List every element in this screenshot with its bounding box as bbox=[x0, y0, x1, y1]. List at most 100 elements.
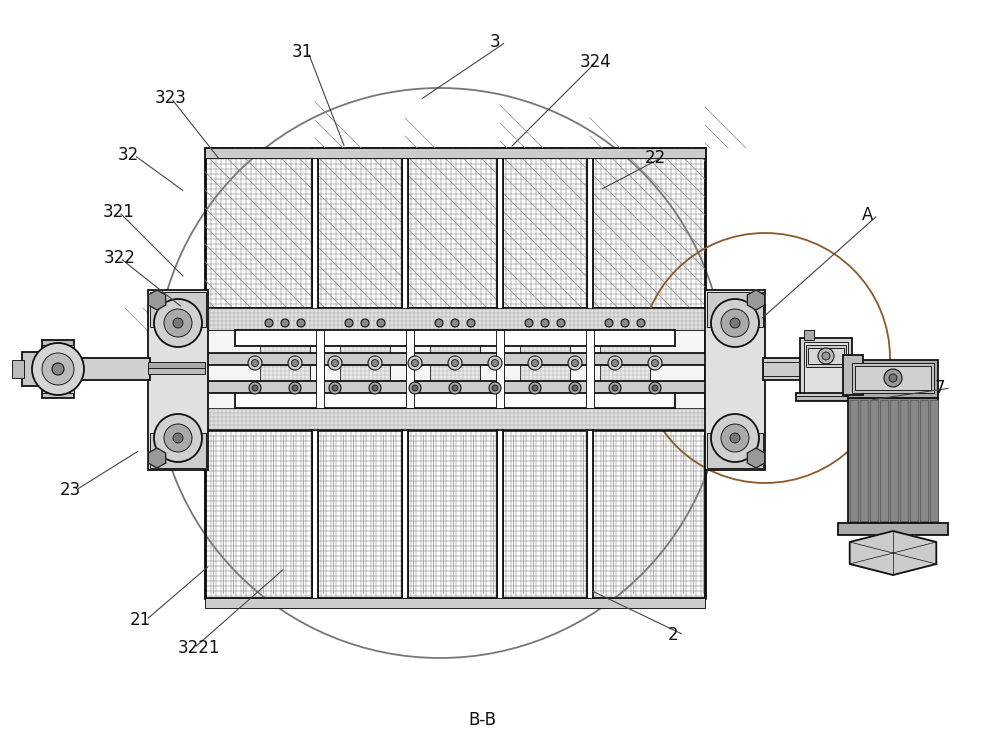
Bar bbox=[235, 330, 675, 346]
Polygon shape bbox=[148, 448, 166, 468]
Circle shape bbox=[568, 356, 582, 370]
Circle shape bbox=[252, 385, 258, 391]
Bar bbox=[587, 148, 593, 308]
Circle shape bbox=[377, 319, 385, 327]
Text: 32: 32 bbox=[118, 146, 139, 164]
Circle shape bbox=[173, 433, 183, 443]
Circle shape bbox=[652, 360, 658, 366]
Circle shape bbox=[154, 414, 202, 462]
Bar bbox=[312, 148, 318, 308]
Bar bbox=[890, 400, 898, 521]
Bar bbox=[843, 355, 863, 395]
Bar bbox=[870, 400, 878, 521]
Circle shape bbox=[297, 319, 305, 327]
Text: 2: 2 bbox=[668, 626, 679, 644]
Bar bbox=[707, 292, 763, 327]
Text: 23: 23 bbox=[60, 481, 81, 499]
Circle shape bbox=[612, 385, 618, 391]
Bar bbox=[205, 148, 705, 598]
Circle shape bbox=[252, 360, 258, 366]
Bar bbox=[848, 360, 938, 398]
Bar bbox=[920, 400, 928, 521]
Circle shape bbox=[528, 356, 542, 370]
Bar bbox=[312, 430, 318, 598]
Bar bbox=[808, 348, 844, 364]
Circle shape bbox=[249, 382, 261, 394]
Circle shape bbox=[451, 319, 459, 327]
Bar bbox=[42, 340, 74, 398]
Circle shape bbox=[173, 318, 183, 328]
Circle shape bbox=[492, 385, 498, 391]
Bar bbox=[796, 393, 906, 401]
Circle shape bbox=[649, 382, 661, 394]
Bar bbox=[796, 396, 906, 400]
Circle shape bbox=[648, 356, 662, 370]
Circle shape bbox=[164, 309, 192, 337]
Circle shape bbox=[730, 318, 740, 328]
Bar bbox=[430, 330, 480, 382]
Bar bbox=[586, 330, 594, 408]
Bar bbox=[235, 392, 675, 408]
Circle shape bbox=[608, 356, 622, 370]
Text: A: A bbox=[862, 206, 873, 224]
Circle shape bbox=[452, 360, 458, 366]
Text: 3: 3 bbox=[490, 33, 501, 51]
Bar bbox=[763, 362, 803, 376]
Text: 31: 31 bbox=[292, 43, 313, 61]
Bar bbox=[205, 148, 705, 158]
Text: 321: 321 bbox=[103, 203, 135, 221]
Bar bbox=[402, 430, 408, 598]
Circle shape bbox=[52, 363, 64, 375]
Bar bbox=[900, 400, 908, 521]
Polygon shape bbox=[850, 531, 936, 575]
Circle shape bbox=[368, 356, 382, 370]
Bar bbox=[930, 400, 938, 521]
Circle shape bbox=[721, 424, 749, 452]
Bar bbox=[205, 430, 705, 598]
Bar bbox=[70, 358, 150, 380]
Bar bbox=[838, 523, 948, 535]
Bar bbox=[800, 338, 852, 398]
Circle shape bbox=[721, 309, 749, 337]
Bar bbox=[855, 366, 931, 390]
Bar bbox=[205, 148, 705, 308]
Circle shape bbox=[884, 369, 902, 387]
Circle shape bbox=[289, 382, 301, 394]
Circle shape bbox=[541, 319, 549, 327]
Circle shape bbox=[265, 319, 273, 327]
Circle shape bbox=[525, 319, 533, 327]
Circle shape bbox=[412, 385, 418, 391]
Circle shape bbox=[449, 382, 461, 394]
Bar bbox=[520, 330, 570, 382]
Bar bbox=[587, 430, 593, 598]
Bar bbox=[148, 362, 205, 370]
Bar bbox=[497, 430, 503, 598]
Bar bbox=[880, 400, 888, 521]
Circle shape bbox=[621, 319, 629, 327]
Circle shape bbox=[652, 385, 658, 391]
Circle shape bbox=[572, 385, 578, 391]
Circle shape bbox=[822, 352, 830, 360]
Bar bbox=[806, 345, 846, 367]
Bar bbox=[497, 148, 503, 308]
Circle shape bbox=[730, 433, 740, 443]
Circle shape bbox=[248, 356, 262, 370]
Circle shape bbox=[32, 343, 84, 395]
Bar bbox=[340, 330, 390, 382]
Bar bbox=[205, 408, 705, 430]
Bar bbox=[12, 360, 24, 378]
Bar bbox=[150, 433, 206, 468]
Circle shape bbox=[409, 382, 421, 394]
Circle shape bbox=[711, 299, 759, 347]
Bar bbox=[406, 330, 414, 408]
Bar bbox=[260, 330, 310, 382]
Circle shape bbox=[154, 299, 202, 347]
Bar bbox=[150, 292, 206, 327]
Bar bbox=[316, 330, 324, 408]
Circle shape bbox=[452, 385, 458, 391]
Circle shape bbox=[164, 424, 192, 452]
Circle shape bbox=[448, 356, 462, 370]
Bar bbox=[850, 400, 858, 521]
Circle shape bbox=[42, 353, 74, 385]
Text: B-B: B-B bbox=[468, 711, 496, 729]
